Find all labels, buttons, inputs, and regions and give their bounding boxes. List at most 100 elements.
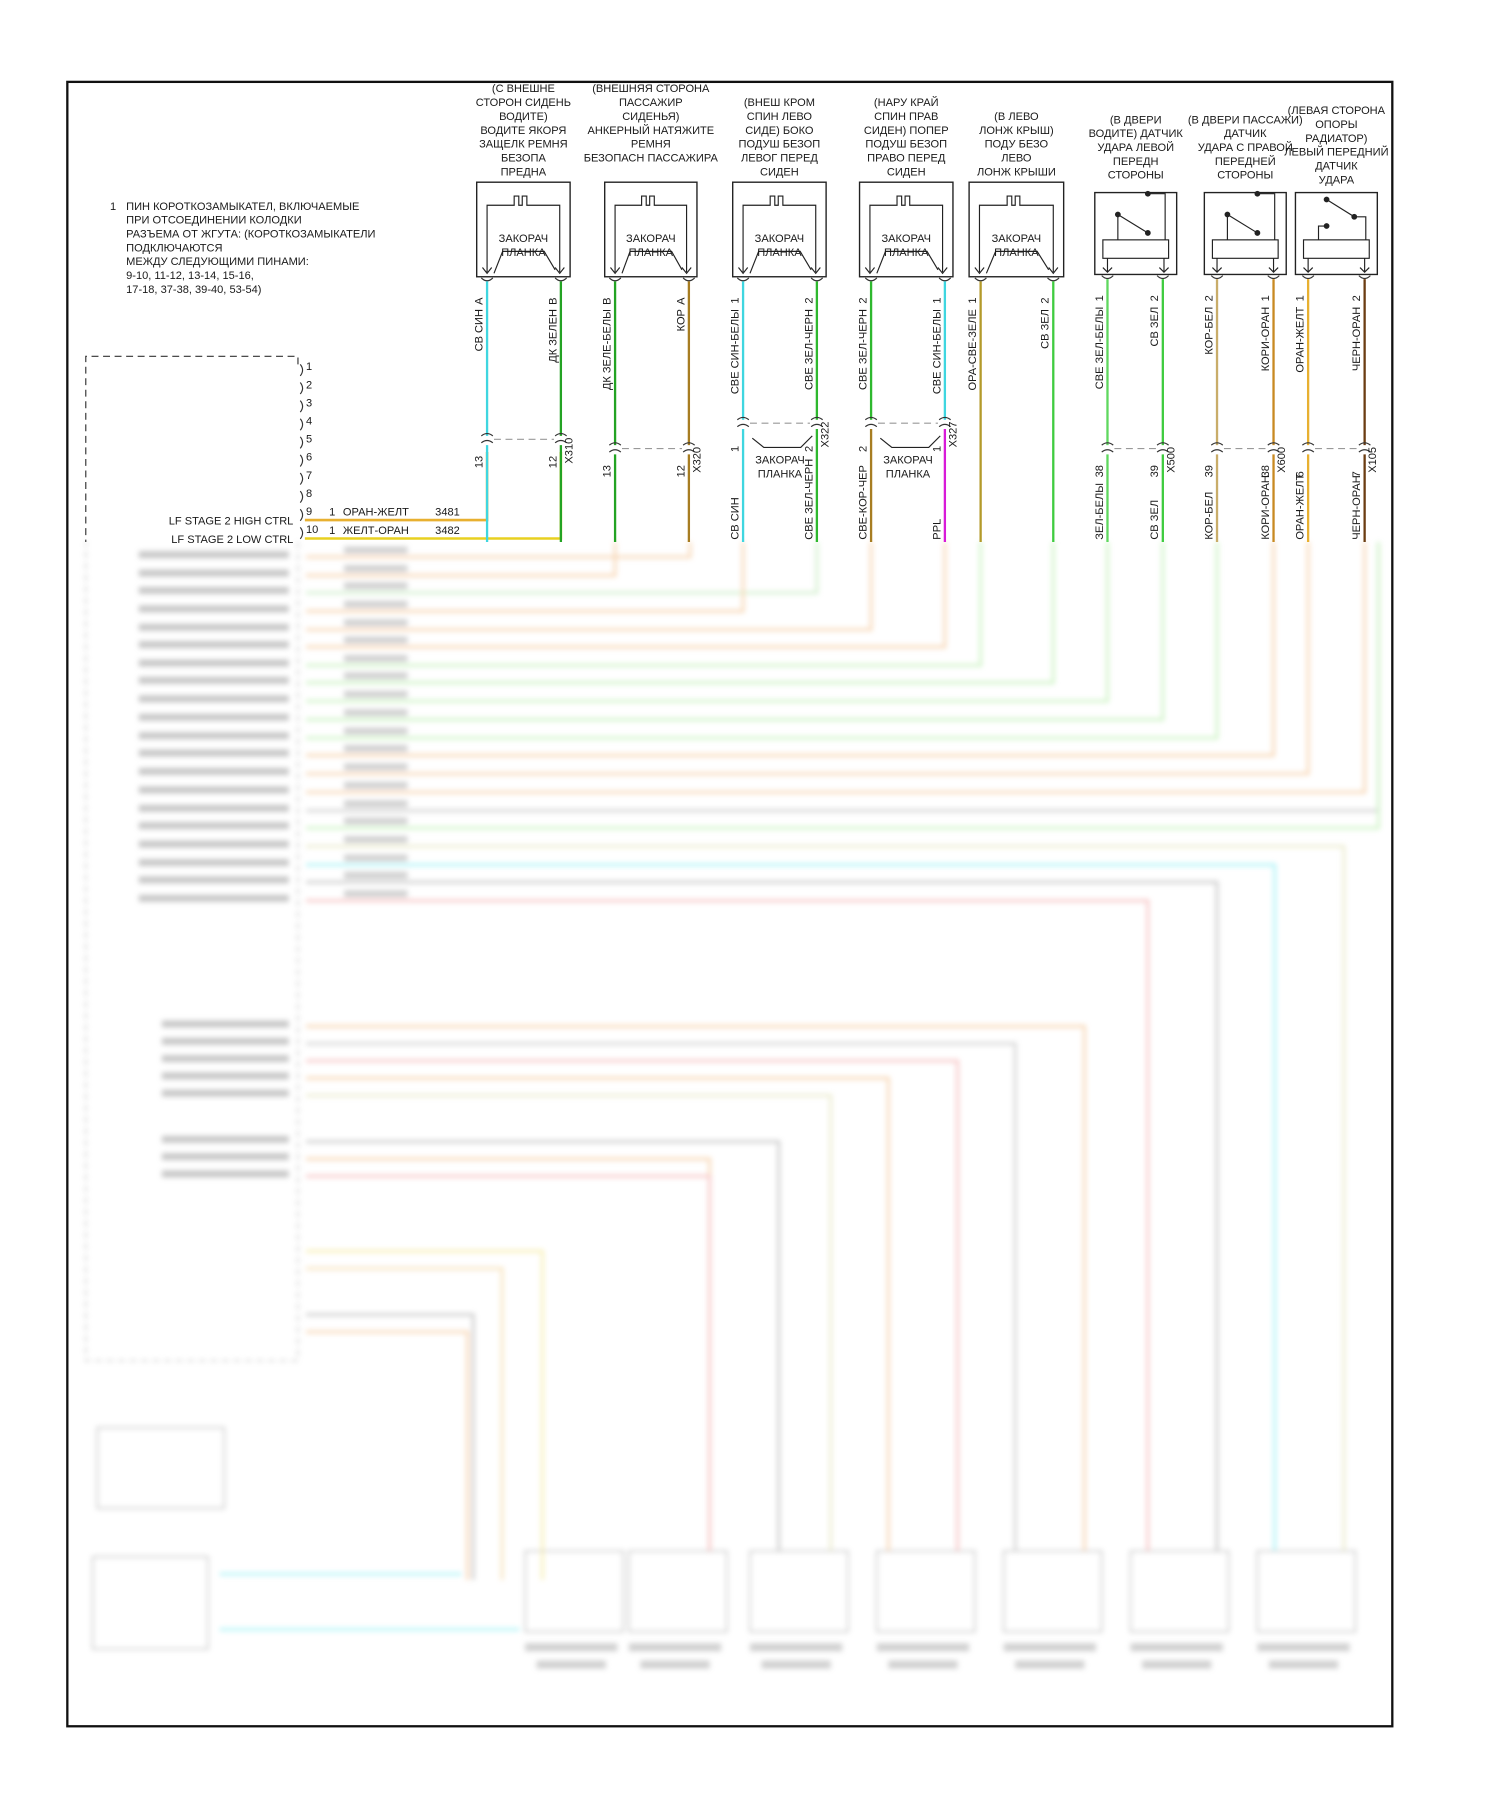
pin-label: 1 — [729, 298, 741, 304]
wire-label — [344, 565, 408, 572]
circuit-number: 3481 — [435, 506, 460, 518]
shorting-bar-symbol — [879, 435, 941, 449]
squib-symbol — [742, 195, 817, 273]
circuit-label — [161, 1089, 289, 1097]
circuit-function-label: LF STAGE 2 HIGH CTRL — [169, 516, 294, 528]
component-box — [1203, 191, 1287, 276]
connector-name: X327 — [947, 422, 959, 448]
wire-label — [344, 854, 408, 862]
component-label — [1015, 1660, 1085, 1669]
wire-label — [344, 871, 408, 879]
wire-label — [344, 672, 408, 680]
shorting-bar-note: 1 ПИН КОРОТКОЗАМЫКАТЕЛ, ВКЛЮЧАЕМЫЕ ПРИ ОТС… — [110, 201, 376, 296]
wire-color-label: ЧЕРН-ОРАН — [1351, 307, 1363, 371]
component-header-line: УДАРА ЛЕВОЙ — [1097, 141, 1174, 154]
connector-pin-number: 2 — [803, 446, 815, 452]
circuit-label — [138, 732, 289, 740]
component-label — [876, 1643, 970, 1652]
connector-pin-number: 12 — [675, 465, 687, 477]
wire-color-label: СВЕ ЗЕЛ-ЧЕРН — [857, 309, 869, 390]
component-header-line: РЕМНЯ — [631, 139, 671, 151]
component-header-line: СИДЕН) ПОПЕР — [864, 125, 949, 137]
pin-label: 2 — [1040, 298, 1052, 304]
wire-color-label: КОРИ-ОРАН — [1260, 307, 1272, 372]
circuit-label — [161, 1170, 289, 1178]
connector-pin-number: 6 — [1295, 471, 1307, 477]
circuit-label — [138, 641, 289, 649]
wire-label — [344, 690, 408, 698]
pin-terminal — [938, 277, 952, 282]
component-header-line: УДАРА — [1319, 174, 1355, 186]
component-8: (ЛЕВАЯ СТОРОНА ОПОРЫ РАДИАТОР)ЛЕВЫЙ ПЕРЕДН… — [1284, 105, 1389, 542]
component-body-label: ПЛАНКА — [501, 247, 546, 259]
component-2: (ВНЕШНЯЯ СТОРОНА ПАССАЖИР СИДЕНЬЯ)АНКЕРНЫЙ… — [584, 83, 718, 542]
wire-label — [344, 781, 408, 789]
sensor-element — [1211, 239, 1279, 259]
component-header-line: ВОДИТЕ) ДАТЧИК — [1089, 128, 1184, 140]
wire — [306, 1076, 890, 1551]
shorting-bar-symbol — [738, 250, 821, 275]
pin-label: 2 — [857, 298, 869, 304]
wire-color-label: ОРА-СВЕ-ЗЕЛЕ — [967, 309, 979, 390]
switch-contact — [1323, 223, 1330, 229]
sensor-terminals — [1303, 258, 1370, 273]
pin-terminal — [554, 277, 568, 282]
pin-label: 2 — [1203, 295, 1215, 301]
pin-terminal — [810, 277, 824, 282]
wire-color-label: СВЕ-КОР-ЧЕР — [857, 465, 869, 540]
connector-pin-number: 39 — [1149, 465, 1161, 477]
circuit-label — [138, 659, 289, 667]
component-box — [1094, 191, 1178, 276]
component-body-label: ПЛАНКА — [994, 247, 1039, 259]
circuit-label — [138, 605, 289, 613]
shorting-bar-label: ЗАКОРАЧ — [755, 455, 805, 467]
switch-contact — [1323, 196, 1330, 203]
component-header-line: СИДЕН — [887, 166, 926, 178]
wire-label — [344, 709, 408, 717]
component-label — [1257, 1643, 1350, 1652]
wire — [306, 1059, 959, 1551]
wire-color-label: КОРИ-ОРАН — [1260, 475, 1272, 540]
component-box — [524, 1550, 624, 1633]
wire-color-label: ДК ЗЕЛЕ-БЕЛЫ — [601, 309, 613, 390]
connector-terminals — [1302, 442, 1371, 453]
component-header-line: ПЕРЕДН — [1113, 156, 1159, 168]
pin-terminal — [299, 472, 304, 485]
circuit-label — [161, 1037, 289, 1045]
connector-pin-number: 13 — [473, 456, 485, 468]
connector-pin-number: 7 — [1351, 471, 1363, 477]
circuit-label — [138, 713, 289, 721]
wire — [306, 1042, 1017, 1551]
pin-terminal — [864, 277, 878, 282]
pin-terminal — [608, 277, 622, 282]
wire-color-label: PPL — [931, 519, 943, 540]
pin-label: 2 — [1351, 295, 1363, 301]
pin-label: A — [675, 297, 687, 305]
switch-contact — [1144, 230, 1151, 236]
switch-contact — [1144, 190, 1151, 197]
switch-contact — [1254, 230, 1261, 236]
component-label — [1268, 1660, 1339, 1669]
component-4: (НАРУ КРАЙ СПИН ПРАВ СИДЕН) ПОПЕР ПОДУШ БЕЗ… — [857, 96, 959, 542]
impact-switch-symbol — [1226, 193, 1276, 240]
circuit-label — [138, 804, 289, 812]
wire-label — [344, 619, 408, 627]
wire — [306, 899, 1150, 1551]
module-pin-number: 5 — [306, 434, 312, 446]
circuit-label — [138, 859, 289, 867]
wire — [306, 541, 1055, 684]
connector-pin-number: 13 — [601, 465, 613, 477]
wire — [306, 541, 947, 649]
wire-color-label: ЧЕРН-ОРАН — [1351, 475, 1363, 539]
wire — [306, 541, 873, 631]
component-header-line: (ВНЕШ КРОМ — [744, 97, 815, 109]
connector-name: X500 — [1165, 447, 1177, 473]
impact-switch-symbol — [1117, 193, 1166, 240]
component-header-line: БЕЗОПА — [501, 152, 547, 164]
wire-label — [344, 600, 408, 608]
component-box — [732, 181, 827, 278]
connector-name: X322 — [819, 422, 831, 448]
component-box — [749, 1550, 849, 1633]
component-header-line: ВОДИТЕ) — [499, 111, 548, 123]
